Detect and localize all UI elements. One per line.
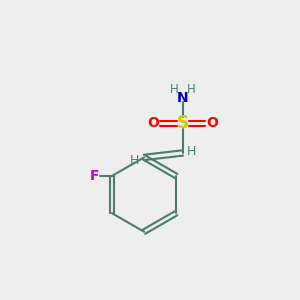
Text: H: H — [170, 83, 179, 96]
Text: F: F — [89, 169, 99, 183]
Text: O: O — [206, 116, 218, 130]
Text: N: N — [177, 91, 188, 105]
Text: H: H — [130, 154, 139, 167]
Text: O: O — [148, 116, 160, 130]
Text: H: H — [187, 83, 195, 96]
Text: H: H — [186, 145, 196, 158]
Text: S: S — [177, 114, 189, 132]
